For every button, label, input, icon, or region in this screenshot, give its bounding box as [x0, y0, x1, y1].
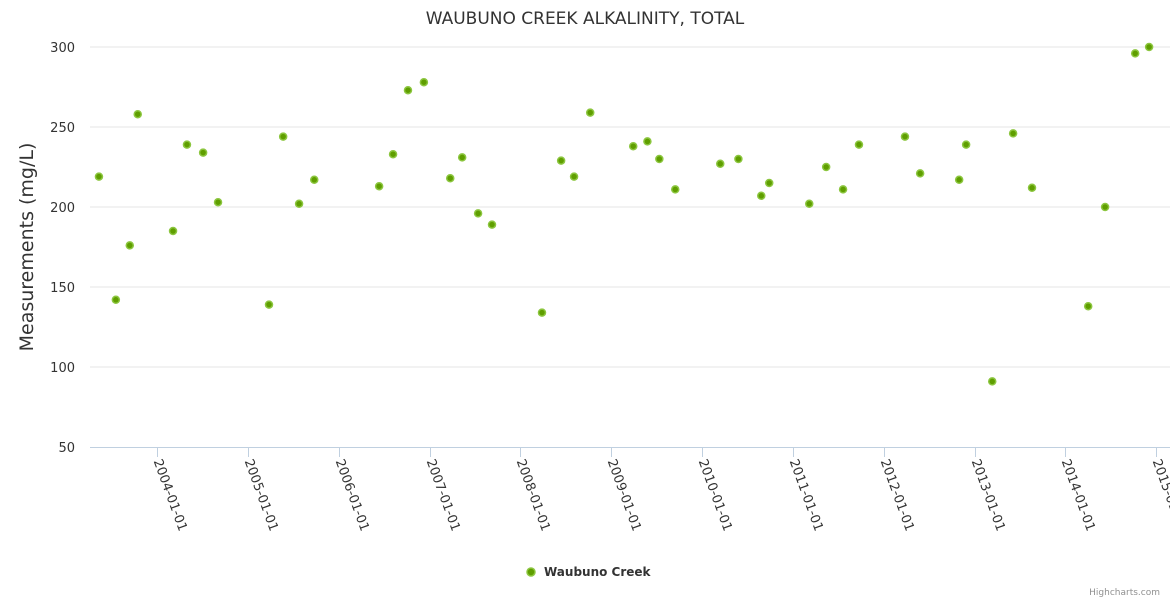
y-tick-label: 200 [50, 201, 75, 216]
data-point[interactable] [821, 162, 831, 172]
data-point[interactable] [264, 300, 274, 309]
data-points [94, 42, 1154, 386]
data-point[interactable] [915, 169, 925, 178]
x-tick-label: 2005-01-01 [241, 457, 281, 533]
data-point[interactable] [734, 154, 743, 164]
data-point[interactable] [585, 108, 595, 117]
y-axis-ticks: 50 100 150 200 250 300 [50, 41, 75, 456]
chart-title: WAUBUNO CREEK ALKALINITY, TOTAL [426, 9, 745, 29]
data-point[interactable] [294, 199, 304, 209]
data-point[interactable] [655, 154, 664, 164]
x-tick-label: 2007-01-01 [423, 457, 463, 533]
x-tick-label: 2012-01-01 [877, 457, 917, 533]
data-point[interactable] [278, 132, 288, 141]
data-point[interactable] [310, 175, 319, 185]
data-point[interactable] [473, 209, 483, 218]
data-point[interactable] [569, 172, 579, 181]
data-point[interactable] [487, 220, 497, 229]
data-point[interactable] [954, 175, 964, 185]
data-point[interactable] [198, 148, 208, 157]
y-tick-label: 50 [58, 441, 75, 456]
data-point[interactable] [1144, 42, 1154, 52]
data-point[interactable] [213, 197, 223, 207]
x-tick-label: 2011-01-01 [786, 457, 826, 533]
x-tick-label: 2015-01-01 [1149, 457, 1170, 533]
data-point[interactable] [133, 109, 142, 119]
data-point[interactable] [445, 173, 455, 183]
data-point[interactable] [715, 159, 725, 169]
x-tick-label: 2009-01-01 [604, 457, 644, 533]
data-point[interactable] [125, 241, 135, 250]
data-point[interactable] [1100, 202, 1110, 212]
x-tick-label: 2010-01-01 [695, 457, 735, 533]
data-point[interactable] [374, 181, 384, 191]
gridlines [90, 46, 1170, 368]
credits-link[interactable]: Highcharts.com [1089, 588, 1160, 598]
data-point[interactable] [419, 77, 429, 87]
data-point[interactable] [1008, 129, 1018, 138]
data-point[interactable] [1027, 183, 1037, 193]
x-tick-label: 2008-01-01 [513, 457, 553, 533]
data-point[interactable] [854, 140, 864, 149]
data-point[interactable] [838, 185, 848, 194]
legend-label: Waubuno Creek [544, 565, 652, 579]
x-tick-label: 2004-01-01 [150, 457, 190, 533]
x-tick-label: 2014-01-01 [1058, 457, 1098, 533]
x-tick-label: 2006-01-01 [332, 457, 372, 533]
data-point[interactable] [1083, 301, 1093, 311]
data-point[interactable] [670, 185, 680, 194]
data-point[interactable] [643, 137, 652, 146]
y-tick-label: 100 [50, 361, 75, 376]
y-tick-label: 150 [50, 281, 75, 296]
data-point[interactable] [111, 295, 121, 305]
data-point[interactable] [628, 141, 638, 151]
data-point[interactable] [805, 199, 814, 209]
data-point[interactable] [388, 149, 398, 159]
x-axis: 2004-01-01 2005-01-01 2006-01-01 2007-01-01… [90, 447, 1170, 533]
data-point[interactable] [537, 308, 547, 317]
data-point[interactable] [94, 172, 104, 181]
data-point[interactable] [987, 377, 997, 386]
y-tick-label: 250 [50, 121, 75, 136]
data-point[interactable] [1130, 49, 1140, 58]
data-point[interactable] [403, 85, 413, 95]
y-axis-title: Measurements (mg/L) [16, 143, 38, 352]
legend-item-waubuno-creek[interactable]: Waubuno Creek [526, 565, 652, 579]
data-point[interactable] [182, 140, 192, 149]
data-point[interactable] [764, 178, 774, 188]
y-tick-label: 300 [50, 41, 75, 56]
data-point[interactable] [900, 132, 910, 141]
data-point[interactable] [961, 140, 971, 149]
data-point[interactable] [168, 226, 178, 236]
data-point[interactable] [757, 191, 766, 201]
legend-marker-icon [526, 567, 536, 577]
data-point[interactable] [556, 156, 566, 165]
x-tick-label: 2013-01-01 [968, 457, 1008, 533]
data-point[interactable] [457, 153, 467, 162]
